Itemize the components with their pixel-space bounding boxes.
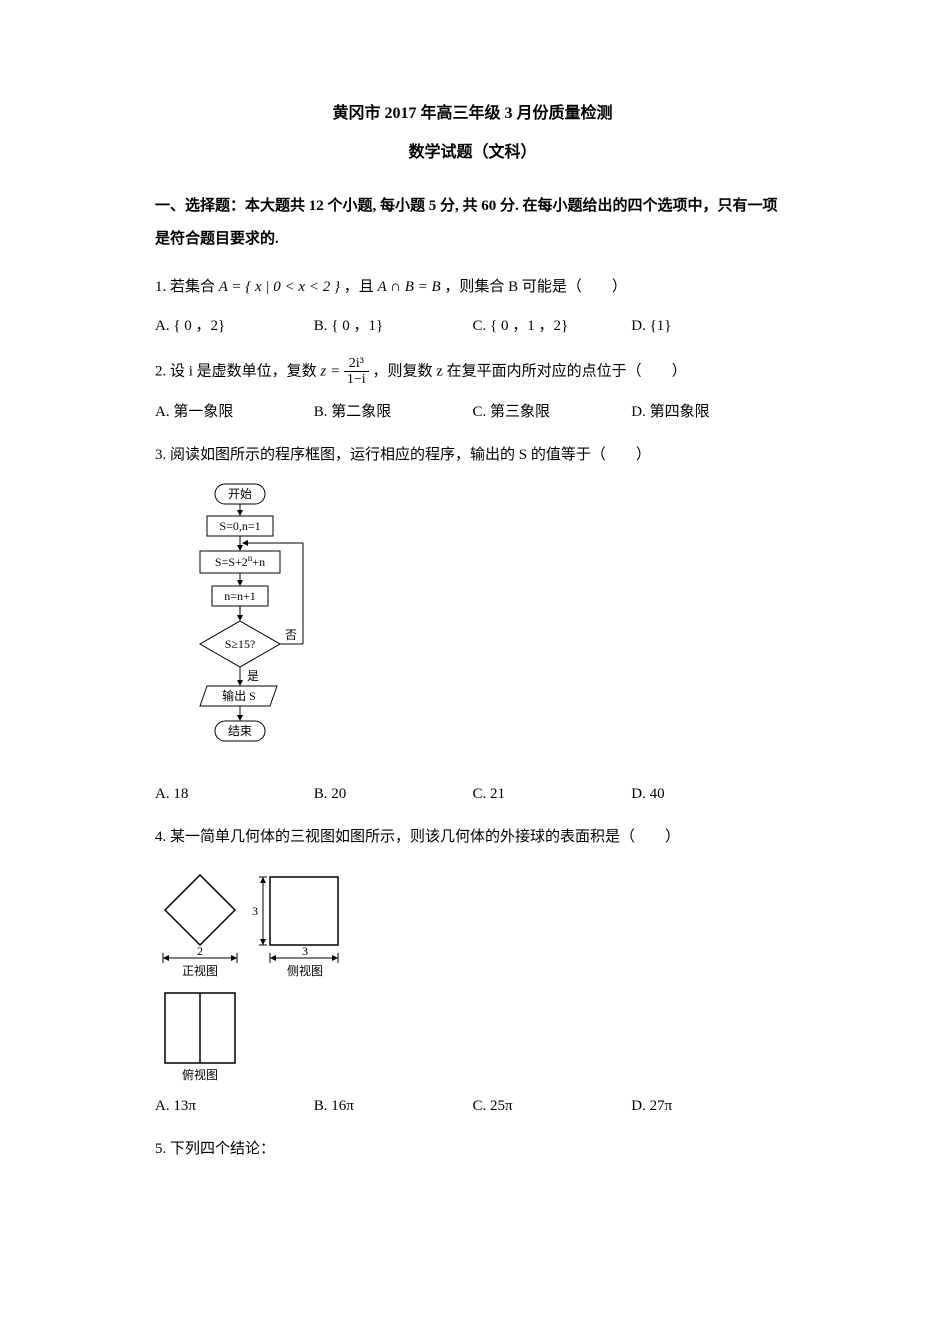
q4-option-a: A. 13π <box>155 1093 314 1120</box>
q4-options: A. 13π B. 16π C. 25π D. 27π <box>155 1093 790 1120</box>
q1-prefix: 1. 若集合 <box>155 279 219 295</box>
q2-frac-den: 1−i <box>344 372 369 387</box>
q2-prefix: 2. 设 i 是虚数单位，复数 <box>155 363 320 379</box>
q3-text: 3. 阅读如图所示的程序框图，运行相应的程序，输出的 S 的值等于（ ） <box>155 442 790 469</box>
front-label: 正视图 <box>182 963 218 978</box>
q3-option-d: D. 40 <box>631 781 790 808</box>
q4-text: 4. 某一简单几何体的三视图如图所示，则该几何体的外接球的表面积是（ ） <box>155 824 790 851</box>
flow-out-label: 输出 S <box>222 688 256 703</box>
q2-option-d: D. 第四象限 <box>631 399 790 426</box>
question-4: 4. 某一简单几何体的三视图如图所示，则该几何体的外接球的表面积是（ ） 2 正… <box>155 824 790 1120</box>
q1-set-def: A = { x | 0 < x < 2 } <box>219 279 340 295</box>
flow-no-label: 否 <box>285 628 297 642</box>
q2-options: A. 第一象限 B. 第二象限 C. 第三象限 D. 第四象限 <box>155 399 790 426</box>
three-view-diagram: 2 正视图 3 3 侧视图 <box>155 863 790 1083</box>
question-2: 2. 设 i 是虚数单位，复数 z = 2i³ 1−i ，则复数 z 在复平面内… <box>155 356 790 427</box>
q5-text: 5. 下列四个结论： <box>155 1136 790 1163</box>
side-dim-h: 3 <box>252 904 258 918</box>
q1-option-a: A. { 0 ，2} <box>155 313 314 340</box>
q2-option-b: B. 第二象限 <box>314 399 473 426</box>
q2-option-c: C. 第三象限 <box>473 399 632 426</box>
q2-fraction: 2i³ 1−i <box>344 356 369 388</box>
q2-tail: ，则复数 z 在复平面内所对应的点位于（ ） <box>372 363 686 379</box>
question-5: 5. 下列四个结论： <box>155 1136 790 1163</box>
side-label: 侧视图 <box>287 963 323 978</box>
q1-cond: A ∩ B = B <box>377 279 440 295</box>
q1-option-c: C. { 0 ，1 ，2} <box>473 313 632 340</box>
flow-calc-label: S=S+2n+n <box>215 553 265 569</box>
flowchart-svg: 开始 S=0,n=1 S=S+2n+n n=n+1 S≥15? 否 <box>185 481 325 771</box>
flow-yes-label: 是 <box>247 669 259 683</box>
section-header-1: 一、选择题：本大题共 12 个小题, 每小题 5 分, 共 60 分. 在每小题… <box>155 190 790 256</box>
q3-option-a: A. 18 <box>155 781 314 808</box>
flow-end-label: 结束 <box>228 724 252 738</box>
front-dim-2: 2 <box>197 944 203 958</box>
top-label: 俯视图 <box>182 1067 218 1082</box>
q1-options: A. { 0 ，2} B. { 0 ，1} C. { 0 ，1 ，2} D. {… <box>155 313 790 340</box>
three-view-svg: 2 正视图 3 3 侧视图 <box>155 863 365 1083</box>
side-dim-w: 3 <box>302 944 308 958</box>
q2-frac-num: 2i³ <box>344 356 369 372</box>
q1-option-d: D. {1} <box>631 313 790 340</box>
q3-options: A. 18 B. 20 C. 21 D. 40 <box>155 781 790 808</box>
q1-option-b: B. { 0 ，1} <box>314 313 473 340</box>
question-1: 1. 若集合 A = { x | 0 < x < 2 } ，且 A ∩ B = … <box>155 274 790 340</box>
q1-tail: ，则集合 B 可能是（ ） <box>444 279 627 295</box>
q4-option-b: B. 16π <box>314 1093 473 1120</box>
q4-option-c: C. 25π <box>473 1093 632 1120</box>
q3-option-c: C. 21 <box>473 781 632 808</box>
doc-subtitle: 数学试题（文科） <box>155 139 790 168</box>
flow-init-label: S=0,n=1 <box>219 519 260 533</box>
question-2-text: 2. 设 i 是虚数单位，复数 z = 2i³ 1−i ，则复数 z 在复平面内… <box>155 356 790 388</box>
q4-option-d: D. 27π <box>631 1093 790 1120</box>
question-1-text: 1. 若集合 A = { x | 0 < x < 2 } ，且 A ∩ B = … <box>155 274 790 301</box>
flow-cond-label: S≥15? <box>225 637 256 651</box>
flowchart-diagram: 开始 S=0,n=1 S=S+2n+n n=n+1 S≥15? 否 <box>185 481 790 771</box>
q2-zeq: z = <box>320 363 343 379</box>
flow-incr-label: n=n+1 <box>224 589 256 603</box>
q1-mid: ，且 <box>344 279 378 295</box>
q3-option-b: B. 20 <box>314 781 473 808</box>
doc-title: 黄冈市 2017 年高三年级 3 月份质量检测 <box>155 100 790 129</box>
question-3: 3. 阅读如图所示的程序框图，运行相应的程序，输出的 S 的值等于（ ） 开始 … <box>155 442 790 808</box>
flow-start-label: 开始 <box>228 487 252 501</box>
q2-option-a: A. 第一象限 <box>155 399 314 426</box>
